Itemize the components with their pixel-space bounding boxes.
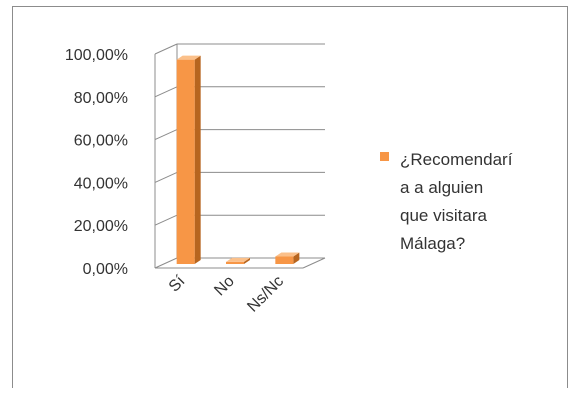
- bar-side: [293, 252, 300, 264]
- x-tick-label: Sí: [166, 272, 189, 295]
- bar: [176, 59, 195, 264]
- gridline-depth: [154, 214, 178, 226]
- y-tick-label: 100,00%: [65, 47, 128, 64]
- gridline-depth: [154, 171, 178, 183]
- bar-top: [176, 55, 201, 60]
- y-tick-label: 20,00%: [74, 218, 128, 235]
- y-tick-label: 60,00%: [74, 133, 128, 150]
- y-tick-label: 40,00%: [74, 175, 128, 192]
- gridline-depth: [154, 86, 178, 98]
- bar-side: [194, 55, 201, 264]
- bar: [275, 256, 294, 264]
- bar: [226, 261, 244, 264]
- floor-edge: [302, 257, 326, 269]
- gridline-depth: [154, 257, 178, 269]
- legend-label: ¿Recomendarí a a alguien que visitara Má…: [400, 150, 513, 253]
- bar-side: [244, 257, 250, 264]
- gridline-depth: [154, 129, 178, 141]
- bar-top: [226, 257, 250, 262]
- y-tick-label: 0,00%: [83, 261, 128, 278]
- x-tick-label: Ns/Nc: [244, 273, 287, 316]
- bar-top: [275, 252, 300, 257]
- legend-swatch: [380, 152, 389, 161]
- legend: ¿Recomendarí a a alguien que visitara Má…: [380, 146, 550, 258]
- x-tick-label: No: [211, 273, 238, 300]
- gridline-depth: [154, 43, 178, 55]
- chart-frame: [12, 6, 568, 388]
- y-tick-label: 80,00%: [74, 90, 128, 107]
